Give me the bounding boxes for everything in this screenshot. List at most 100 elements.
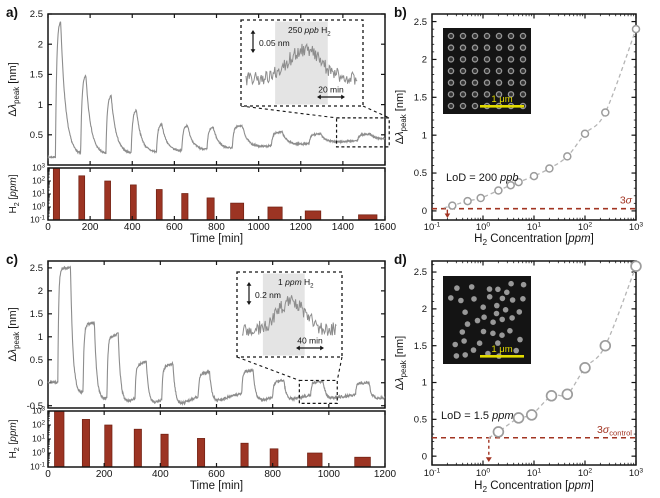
inset-concentration-label: 1 ppm H2 (278, 277, 314, 289)
y-tick-label: 102 (32, 419, 45, 429)
x-tick-label: 10-1 (424, 221, 441, 233)
calibration-point (525, 409, 538, 421)
y-tick-label: 103 (32, 405, 45, 415)
calibration-point (561, 388, 574, 401)
inset-vscale-label: 0.05 nm (259, 38, 290, 48)
x-tick-label: 103 (629, 467, 644, 479)
h2-pulse-bar (78, 175, 86, 221)
zoom-window-rect (298, 379, 338, 405)
h2-pulse-bar (354, 456, 371, 468)
exposure-shading (262, 273, 305, 356)
panel-letter-a: a) (6, 5, 19, 20)
inset-trace (241, 295, 337, 337)
y-tick-label: 1 (38, 100, 43, 111)
y-axis-label: H2 [ppm] (8, 419, 21, 458)
panel-c-response-chart: -0.5 0 0.5 1 1.5 2 2.5 Δλpeak [nm] 0.2 nm1 ppm H… (7, 260, 386, 412)
sensor-trace (47, 265, 386, 406)
h2-pulse-bar (160, 433, 169, 468)
h2-pulse-bar (181, 193, 189, 221)
panel-letter-c: c) (6, 252, 19, 267)
y-axis-label: Δλpeak [nm] (7, 62, 21, 116)
y-tick-label: 101 (32, 433, 45, 443)
x-axis-label: Time [min] (190, 480, 243, 492)
x-tick-label: 200 (96, 469, 113, 480)
calibration-point (529, 171, 539, 181)
y-tick-label: 100 (32, 447, 45, 457)
panel-c-h2-chart: 0 200 400 600 800 1000 1200 103 102 101 100 10-1 Tim… (8, 405, 397, 492)
h2-pulse-bar (206, 197, 215, 221)
y-tick-label: 2 (422, 55, 427, 66)
h2-pulse-bar (304, 210, 322, 221)
x-tick-label: 100 (476, 221, 491, 233)
calibration-point (545, 164, 554, 173)
x-tick-label: 1200 (374, 469, 397, 480)
lod-label: LoD = 200 ppb (446, 172, 518, 184)
x-tick-label: 1600 (374, 222, 397, 233)
y-tick-label: 103 (32, 162, 45, 172)
y-tick-label: 2.5 (414, 17, 427, 28)
calibration-point (448, 201, 457, 210)
threshold-label: 3σ (620, 195, 633, 207)
zoom-inset: 0.2 nm1 ppm H2 40 min (236, 271, 343, 358)
y-tick-label: 1 (38, 332, 43, 343)
h2-pulse-bar (269, 448, 279, 468)
zoom-window-rect (335, 117, 390, 148)
calibration-point (601, 108, 610, 117)
y-tick-label: 2.5 (414, 267, 427, 278)
x-tick-label: 0 (45, 222, 51, 233)
h2-pulse-bar (54, 410, 65, 468)
h2-pulse-bar (267, 206, 283, 221)
y-tick-label: 0.5 (414, 168, 427, 179)
threshold-label: 3σcontrol (597, 424, 632, 438)
y-tick-label: 1.5 (414, 341, 427, 352)
lod-label: LoD = 1.5 ppm (441, 410, 513, 422)
sem-inset-ordered: 1 μm (443, 28, 531, 114)
x-tick-label: 400 (124, 222, 141, 233)
x-tick-label: 100 (476, 467, 491, 479)
inset-concentration-label: 250 ppb H2 (288, 25, 331, 37)
y-axis-label: Δλpeak [nm] (394, 336, 408, 390)
y-tick-label: 0.5 (414, 415, 427, 426)
scale-bar-label: 1 μm (491, 344, 512, 355)
x-tick-label: 103 (629, 221, 644, 233)
h2-pulse-bar (358, 214, 378, 221)
y-tick-label: 101 (32, 188, 45, 198)
panel-b-calibration-chart: 10-1 100 101 102 103 0 0.5 1 1.5 2 2.5 H2 Concentra… (394, 13, 644, 247)
panel-d-calibration-chart: 10-1 100 101 102 103 0 0.5 1 1.5 2 2.5 H2 Concentra… (394, 260, 644, 494)
y-tick-label: 0.5 (30, 355, 43, 366)
x-tick-label: 200 (82, 222, 99, 233)
calibration-point (463, 196, 472, 206)
y-tick-label: 2 (38, 39, 43, 50)
scale-bar-label: 1 μm (491, 94, 512, 105)
y-tick-label: 10-1 (30, 461, 45, 471)
y-tick-label: 2 (422, 304, 427, 315)
calibration-point (631, 24, 641, 34)
h2-pulse-bar (133, 428, 142, 468)
h2-pulse-bar (230, 202, 245, 221)
x-tick-label: 400 (152, 469, 169, 480)
x-axis-label: H2 Concentration [ppm] (474, 233, 594, 247)
y-axis-label: Δλpeak [nm] (7, 307, 21, 361)
inset-vscale-label: 0.2 nm (255, 290, 281, 300)
x-tick-label: 102 (578, 221, 593, 233)
y-tick-label: 0 (422, 206, 427, 217)
h2-pulse-bar (104, 424, 113, 468)
calibration-point (563, 152, 572, 161)
y-tick-label: 100 (32, 201, 45, 211)
x-tick-label: 1000 (248, 222, 271, 233)
calibration-point (514, 177, 523, 187)
y-tick-label: 0 (422, 451, 427, 462)
y-tick-label: 1.5 (30, 309, 43, 320)
h2-pulse-bar (307, 452, 323, 468)
calibration-point (512, 412, 525, 424)
calibration-point (492, 426, 505, 438)
calibration-point (630, 260, 642, 272)
panel-letter-d: d) (394, 252, 407, 267)
scale-bar (480, 105, 524, 108)
inset-trace (245, 42, 358, 86)
x-tick-label: 800 (208, 222, 225, 233)
